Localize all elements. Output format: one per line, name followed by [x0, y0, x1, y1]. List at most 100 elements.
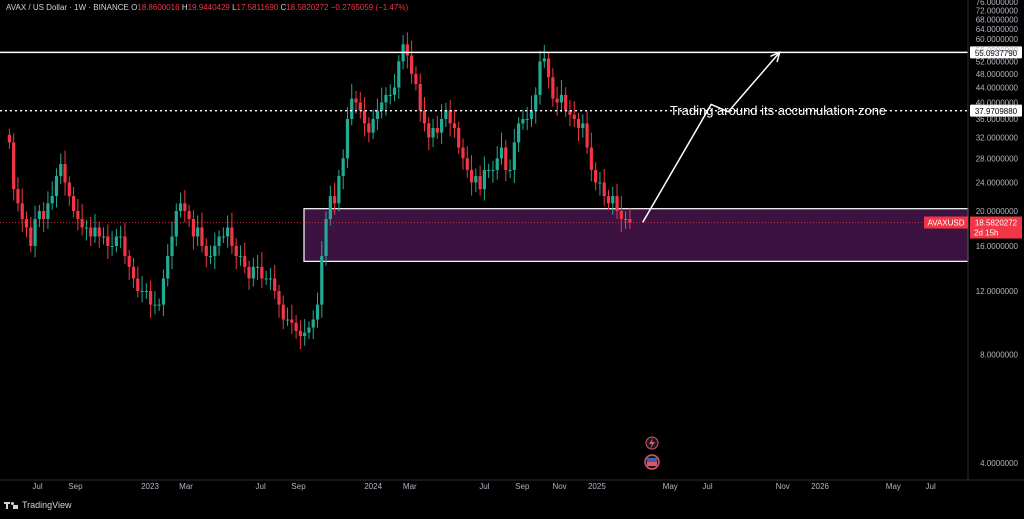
candle-body[interactable]	[217, 236, 221, 246]
candle-body[interactable]	[290, 319, 294, 323]
candle-body[interactable]	[345, 118, 350, 159]
candle-body[interactable]	[140, 290, 144, 292]
candle-body[interactable]	[512, 142, 516, 170]
candle-body[interactable]	[388, 94, 392, 96]
candle-body[interactable]	[247, 266, 251, 279]
candle-body[interactable]	[268, 278, 273, 280]
candle-body[interactable]	[127, 256, 131, 267]
candle-body[interactable]	[611, 196, 615, 204]
candle-body[interactable]	[517, 123, 521, 143]
candle-body[interactable]	[555, 98, 559, 103]
candle-body[interactable]	[324, 219, 328, 257]
candle-body[interactable]	[525, 118, 529, 120]
candle-body[interactable]	[187, 211, 191, 220]
candle-body[interactable]	[273, 278, 277, 291]
candle-body[interactable]	[234, 245, 238, 257]
candle-body[interactable]	[7, 134, 11, 143]
candle-body[interactable]	[444, 110, 448, 119]
candle-body[interactable]	[362, 110, 367, 124]
candle-body[interactable]	[551, 77, 555, 99]
candle-body[interactable]	[294, 322, 298, 331]
candle-body[interactable]	[311, 319, 315, 328]
candle-body[interactable]	[333, 196, 337, 204]
candle-body[interactable]	[208, 256, 213, 258]
candle-body[interactable]	[384, 94, 388, 103]
candle-body[interactable]	[213, 245, 217, 257]
candle-body[interactable]	[435, 127, 439, 133]
candle-body[interactable]	[101, 236, 106, 238]
candle-body[interactable]	[439, 118, 444, 133]
candle-body[interactable]	[534, 94, 538, 111]
candle-body[interactable]	[191, 219, 196, 237]
candle-body[interactable]	[84, 227, 89, 229]
candle-body[interactable]	[529, 110, 534, 119]
candle-body[interactable]	[414, 73, 418, 85]
candle-body[interactable]	[307, 327, 311, 333]
candle-body[interactable]	[183, 203, 187, 212]
candle-body[interactable]	[97, 227, 101, 237]
candle-body[interactable]	[20, 203, 24, 220]
candle-body[interactable]	[375, 110, 380, 119]
candle-body[interactable]	[178, 203, 183, 212]
candle-body[interactable]	[427, 123, 431, 138]
candle-body[interactable]	[598, 182, 602, 184]
candle-body[interactable]	[602, 182, 606, 197]
candle-body[interactable]	[260, 266, 264, 279]
candle-body[interactable]	[110, 245, 114, 247]
candle-body[interactable]	[487, 169, 491, 171]
event-icons[interactable]	[644, 436, 660, 470]
candle-body[interactable]	[67, 182, 71, 197]
candle-body[interactable]	[410, 55, 414, 74]
candle-body[interactable]	[448, 110, 452, 124]
candle-body[interactable]	[238, 256, 243, 258]
candle-body[interactable]	[119, 236, 123, 238]
candle-body[interactable]	[114, 236, 118, 246]
candle-body[interactable]	[200, 227, 204, 246]
candle-body[interactable]	[341, 158, 345, 177]
candle-body[interactable]	[564, 94, 568, 111]
candle-body[interactable]	[499, 147, 504, 159]
candle-body[interactable]	[628, 219, 632, 223]
candle-body[interactable]	[243, 256, 247, 267]
candle-body[interactable]	[452, 123, 457, 128]
candle-body[interactable]	[42, 211, 46, 220]
candle-body[interactable]	[392, 87, 397, 95]
candle-body[interactable]	[277, 290, 281, 305]
candle-body[interactable]	[54, 176, 59, 197]
candle-body[interactable]	[24, 219, 29, 228]
candle-body[interactable]	[594, 169, 598, 183]
candle-body[interactable]	[606, 196, 611, 204]
candle-body[interactable]	[422, 110, 427, 124]
accumulation-zone[interactable]	[303, 208, 969, 262]
candle-body[interactable]	[482, 169, 486, 190]
candle-body[interactable]	[619, 211, 623, 220]
candle-body[interactable]	[204, 245, 208, 257]
candle-body[interactable]	[585, 123, 589, 148]
candle-body[interactable]	[457, 127, 461, 148]
candle-body[interactable]	[106, 236, 110, 246]
candle-body[interactable]	[546, 58, 551, 78]
candle-body[interactable]	[576, 118, 581, 128]
candle-body[interactable]	[50, 196, 54, 204]
candle-body[interactable]	[131, 266, 136, 279]
candle-body[interactable]	[255, 266, 260, 268]
candle-body[interactable]	[303, 332, 307, 337]
candle-body[interactable]	[123, 236, 127, 257]
candle-body[interactable]	[12, 142, 16, 190]
candle-body[interactable]	[478, 176, 482, 190]
projection-path[interactable]	[642, 51, 781, 223]
candle-body[interactable]	[474, 176, 478, 183]
candle-body[interactable]	[149, 290, 153, 305]
candle-body[interactable]	[568, 110, 572, 115]
candle-body[interactable]	[491, 169, 495, 171]
candle-body[interactable]	[315, 304, 320, 320]
candle-body[interactable]	[93, 227, 97, 237]
candle-body[interactable]	[624, 219, 628, 221]
candle-body[interactable]	[380, 102, 384, 111]
candle-body[interactable]	[521, 118, 525, 124]
candle-body[interactable]	[196, 227, 200, 237]
candle-body[interactable]	[358, 102, 362, 111]
candle-body[interactable]	[63, 164, 67, 183]
